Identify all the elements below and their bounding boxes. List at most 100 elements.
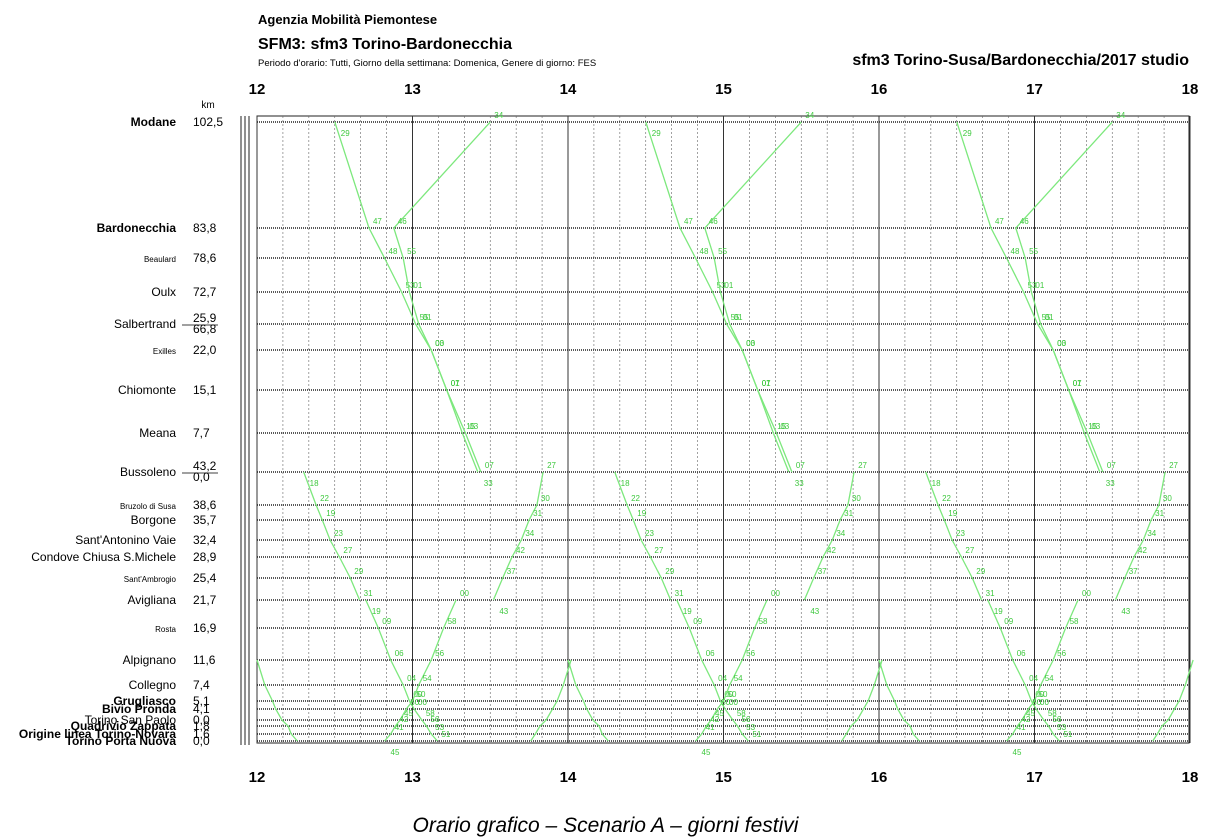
time-label: 15 [466, 422, 475, 431]
time-label: 48 [389, 247, 398, 256]
station-label: Exilles [153, 347, 176, 356]
time-label: 22 [320, 494, 329, 503]
time-label: 22 [942, 494, 951, 503]
time-label: 07 [762, 379, 771, 388]
hour-tick-top-18: 18 [1182, 81, 1199, 98]
time-label: 07 [485, 461, 494, 470]
time-label: 01 [1035, 281, 1044, 290]
station-km: 25,9 [193, 311, 217, 325]
time-label: 45 [391, 748, 400, 757]
train-path-bard_up-16 [1015, 121, 1113, 473]
time-label: 50 [1032, 698, 1041, 707]
time-label: 58 [1048, 709, 1057, 718]
time-label: 30 [1163, 494, 1172, 503]
time-label: 56 [741, 715, 750, 724]
time-label: 54 [734, 674, 743, 683]
station-label: Grugliasco [113, 694, 176, 708]
time-label: 34 [836, 529, 845, 538]
time-label: 42 [399, 715, 408, 724]
time-label: 27 [965, 546, 974, 555]
time-label: 00 [724, 690, 733, 699]
time-label: 03 [469, 422, 478, 431]
time-label: 01 [762, 379, 771, 388]
station-label: Avigliana [128, 593, 177, 607]
time-label: 00 [771, 589, 780, 598]
time-label: 50 [1039, 690, 1048, 699]
train-path-susa_down-14 [614, 471, 672, 601]
time-label: 00 [729, 698, 738, 707]
time-label: 54 [1045, 674, 1054, 683]
time-label: 31 [986, 589, 995, 598]
hour-tick-bottom-14: 14 [560, 769, 577, 786]
time-label: 42 [1138, 546, 1147, 555]
station-label: Bruzolo di Susa [120, 502, 177, 511]
time-label: 47 [373, 217, 382, 226]
time-label: 27 [343, 546, 352, 555]
time-label: 54 [423, 674, 432, 683]
station-km: 102,5 [193, 115, 223, 129]
time-label: 45 [1026, 709, 1035, 718]
time-label: 19 [326, 509, 335, 518]
station-label: Sant'Ambrogio [124, 575, 177, 584]
time-label: 00 [1040, 698, 1049, 707]
hour-tick-bottom-12: 12 [249, 769, 266, 786]
time-label: 30 [852, 494, 861, 503]
station-km: 16,9 [193, 621, 217, 635]
time-label: 56 [430, 715, 439, 724]
time-label: 53 [435, 723, 444, 732]
hour-tick-bottom-17: 17 [1026, 769, 1043, 786]
time-label: 47 [684, 217, 693, 226]
train-path-bard_down-16 [956, 121, 1104, 473]
time-label: 55 [407, 247, 416, 256]
station-km-secondary: 66,8 [193, 322, 217, 336]
time-label: 19 [994, 607, 1003, 616]
train-path-bard_up-12 [393, 121, 491, 473]
time-label: 55 [420, 313, 429, 322]
time-label: 18 [621, 479, 630, 488]
train-path-susa_up-12 [492, 471, 544, 601]
time-label: 42 [516, 546, 525, 555]
station-label: Quadrivio Zappata [71, 719, 177, 733]
time-label: 37 [818, 567, 827, 576]
time-label: 27 [654, 546, 663, 555]
time-label: 31 [364, 589, 373, 598]
time-label: 07 [1107, 461, 1116, 470]
station-km: 72,7 [193, 285, 217, 299]
time-label: 29 [354, 567, 363, 576]
period-description: Periodo d'orario: Tutti, Giorno della se… [258, 58, 597, 69]
time-label: 58 [448, 617, 457, 626]
station-km: 15,1 [193, 383, 217, 397]
time-label: 45 [715, 709, 724, 718]
station-km: 28,9 [193, 550, 217, 564]
train-path-pn_up-12 [530, 659, 572, 742]
time-label: 00 [1057, 339, 1066, 348]
station-label: Modane [131, 115, 177, 129]
time-label: 18 [932, 479, 941, 488]
station-label: Alpignano [123, 653, 177, 667]
hour-tick-top-17: 17 [1026, 81, 1043, 98]
time-label: 01 [1045, 313, 1054, 322]
station-km: 0,0 [193, 713, 210, 727]
time-label: 56 [1057, 649, 1066, 658]
time-label: 29 [652, 129, 661, 138]
time-label: 03 [780, 422, 789, 431]
time-label: 03 [1057, 339, 1066, 348]
time-label: 00 [460, 589, 469, 598]
time-label: 51 [752, 730, 761, 739]
time-label: 01 [451, 379, 460, 388]
time-label: 45 [702, 748, 711, 757]
hour-tick-bottom-16: 16 [871, 769, 888, 786]
station-label: Rosta [155, 625, 176, 634]
station-km: 35,7 [193, 513, 217, 527]
train-path-pn_down-12 [256, 659, 298, 742]
time-label: 34 [1116, 111, 1125, 120]
time-label: 43 [810, 607, 819, 616]
train-path-lower_up-12 [384, 599, 457, 742]
time-label: 04 [718, 674, 727, 683]
time-label: 19 [948, 509, 957, 518]
time-label: 55 [718, 247, 727, 256]
organization-title: Agenzia Mobilità Piemontese [258, 12, 438, 27]
time-label: 45 [1013, 748, 1022, 757]
study-title: sfm3 Torino-Susa/Bardonecchia/2017 studi… [852, 52, 1189, 69]
time-label: 04 [1029, 674, 1038, 683]
